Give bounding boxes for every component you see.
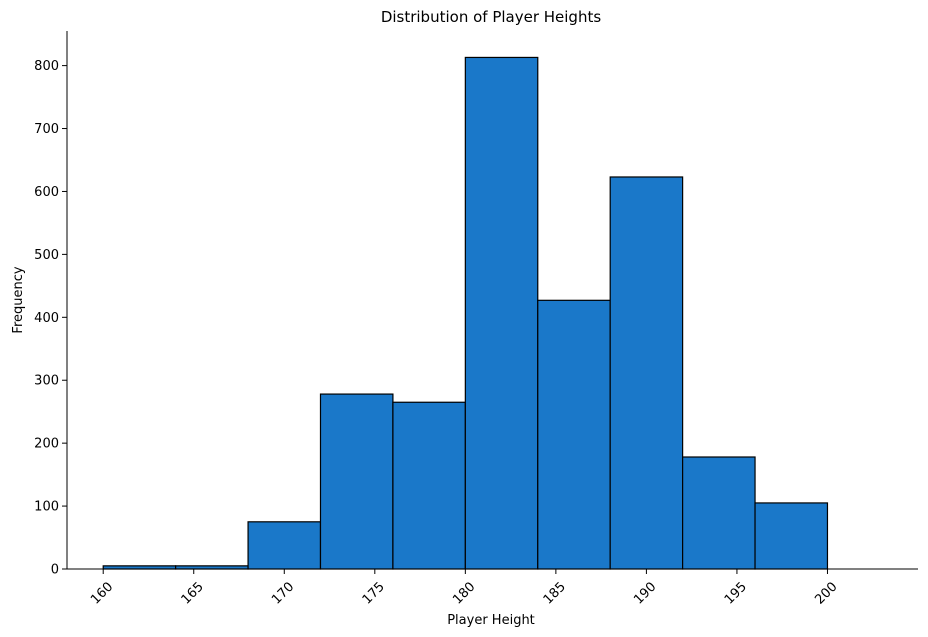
y-axis-label: Frequency: [11, 266, 26, 333]
histogram-bar-9: [754, 502, 829, 570]
y-axis: 0 100 200 300 400 500 600 700 800: [34, 31, 68, 578]
y-tick-label: 100: [34, 500, 59, 515]
histogram-bar-8: [682, 456, 756, 570]
y-tick-label: 200: [34, 437, 59, 452]
bars-group: [102, 56, 829, 570]
y-tick-label: 600: [34, 185, 59, 200]
x-tick-label: 160: [88, 579, 116, 607]
y-tick-label: 800: [34, 59, 59, 74]
y-tick-label: 400: [34, 311, 59, 326]
histogram-bar-5: [464, 56, 539, 570]
x-tick-label: 195: [722, 579, 750, 607]
histogram-bar-7: [609, 176, 684, 570]
x-tick-label: 180: [450, 579, 478, 607]
x-axis-label: Player Height: [447, 613, 535, 628]
chart-title: Distribution of Player Heights: [381, 8, 602, 26]
histogram-bar-3: [319, 393, 394, 570]
x-tick-label: 175: [360, 579, 388, 607]
y-tick-label: 0: [51, 563, 59, 578]
x-tick-label: 190: [631, 579, 659, 607]
histogram-bar-2: [247, 521, 322, 570]
x-tick-label: 185: [541, 579, 569, 607]
x-axis: 160 165 170 175 180 185 190 195 200: [67, 568, 918, 608]
histogram-bar-4: [392, 401, 466, 570]
histogram-bar-6: [537, 299, 611, 570]
x-tick-label: 165: [179, 579, 207, 607]
y-tick-label: 700: [34, 122, 59, 137]
y-tick-label: 500: [34, 248, 59, 263]
x-tick-label: 200: [812, 579, 840, 607]
x-tick-label: 170: [269, 579, 297, 607]
y-tick-label: 300: [34, 374, 59, 389]
